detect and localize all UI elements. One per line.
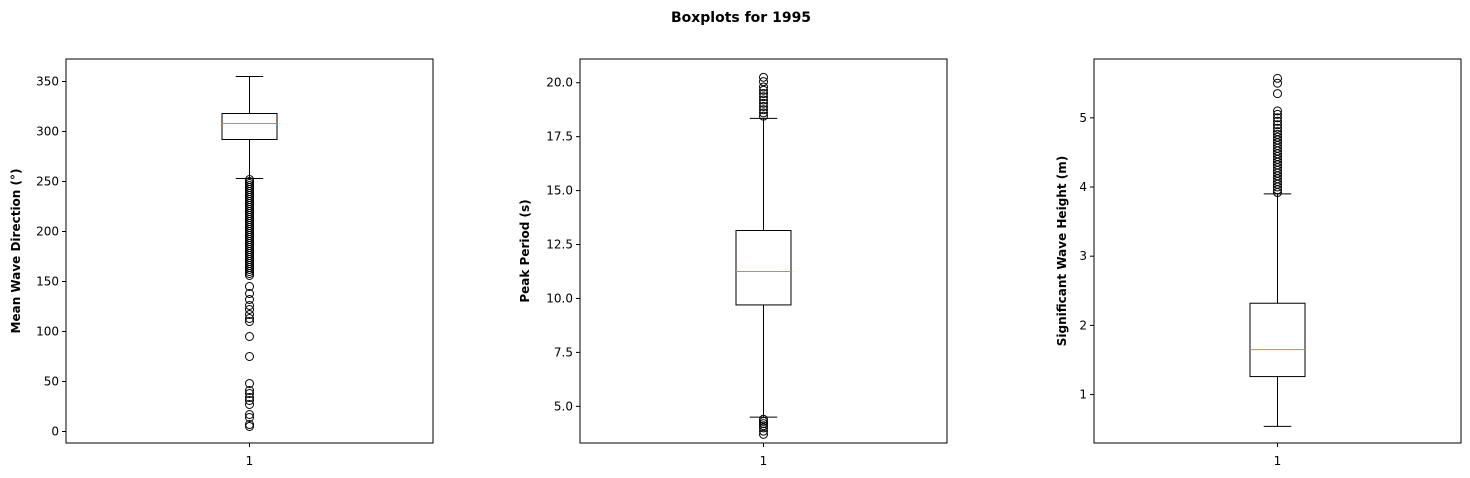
y-axis-label: Significant Wave Height (m) [1055, 156, 1069, 346]
outlier-point [1273, 113, 1282, 123]
outlier-point [245, 301, 254, 310]
panel-1: 0 50 100 150 200 250 300 350 1 Mean Wave Directio… [9, 58, 434, 468]
x-tick-label: 1 [1274, 454, 1282, 468]
outlier-point [245, 410, 254, 419]
figure-title: Boxplots for 1995 [671, 10, 811, 26]
y-tick-label: 3 [1079, 249, 1087, 263]
y-tick-label: 150 [36, 275, 59, 289]
y-tick-label: 15.0 [546, 184, 573, 198]
outlier-point [759, 426, 768, 436]
outlier-point [1273, 106, 1282, 116]
outlier-point [759, 98, 768, 108]
outlier-point [245, 413, 254, 422]
outlier-point [245, 295, 254, 304]
outlier-point [759, 77, 768, 87]
outlier-point [759, 85, 768, 95]
iqr-box [221, 113, 278, 140]
iqr-box [735, 230, 792, 306]
x-tick-label: 1 [246, 454, 254, 468]
outlier-point [1273, 78, 1282, 88]
x-tick-label: 1 [760, 454, 768, 468]
outlier-point [1273, 109, 1282, 119]
outlier-point [1273, 116, 1282, 126]
y-tick-label: 5 [1079, 111, 1087, 125]
outlier-point [1273, 129, 1282, 139]
y-tick-label: 7.5 [554, 345, 573, 359]
y-tick-label: 10.0 [546, 291, 573, 305]
outlier-point [759, 89, 768, 99]
outlier-point [1273, 123, 1282, 133]
outlier-point [759, 92, 768, 102]
outlier-point [1273, 132, 1282, 142]
outlier-point [245, 389, 254, 398]
outlier-point [759, 82, 768, 92]
outlier-point [759, 423, 768, 433]
y-tick-label: 300 [36, 125, 59, 139]
outlier-point [245, 310, 254, 319]
outlier-point [1273, 127, 1282, 137]
outlier-point [1273, 89, 1282, 99]
outlier-point [245, 422, 254, 431]
y-tick-label: 50 [44, 375, 59, 389]
y-tick-label: 17.5 [546, 130, 573, 144]
outlier-point [759, 111, 768, 121]
outlier-point [245, 332, 254, 341]
outlier-point [759, 108, 768, 118]
outlier-point [245, 271, 254, 280]
y-axis-label: Peak Period (s) [518, 199, 532, 302]
y-tick-label: 350 [36, 75, 59, 89]
outlier-point [759, 421, 768, 431]
y-tick-label: 2 [1079, 318, 1087, 332]
outlier-point [759, 416, 768, 426]
outlier-point [245, 314, 254, 323]
y-tick-label: 5.0 [554, 399, 573, 413]
outlier-point [1273, 73, 1282, 83]
y-tick-label: 4 [1079, 180, 1087, 194]
outlier-point [759, 72, 768, 82]
y-tick-label: 200 [36, 225, 59, 239]
outlier-point [759, 101, 768, 111]
outlier-point [245, 393, 254, 402]
outlier-point [245, 317, 254, 326]
outlier-point [759, 105, 768, 115]
y-tick-label: 250 [36, 175, 59, 189]
y-axis-label: Mean Wave Direction (°) [9, 169, 23, 334]
outlier-point [245, 386, 254, 395]
outlier-point [759, 95, 768, 105]
iqr-box [1249, 302, 1306, 378]
y-tick-label: 100 [36, 325, 59, 339]
y-tick-label: 20.0 [546, 76, 573, 90]
outlier-point [759, 429, 768, 439]
y-tick-label: 0 [51, 425, 59, 439]
y-tick-label: 1 [1079, 388, 1087, 402]
y-tick-label: 12.5 [546, 238, 573, 252]
outlier-point [245, 305, 254, 314]
outlier-point [245, 352, 254, 361]
panel-3: 1 2 3 4 5 1 Significant Wave Height (m) [1055, 58, 1462, 468]
outlier-point [1273, 120, 1282, 130]
panel-2: 5.0 7.5 10.0 12.5 15.0 17.5 20.0 1 Peak Period (… [518, 58, 948, 468]
outlier-point [245, 379, 254, 388]
outlier-point [245, 289, 254, 298]
outlier-point [245, 396, 254, 405]
outlier-point [245, 282, 254, 291]
outlier-point [759, 414, 768, 424]
outlier-point [245, 400, 254, 409]
